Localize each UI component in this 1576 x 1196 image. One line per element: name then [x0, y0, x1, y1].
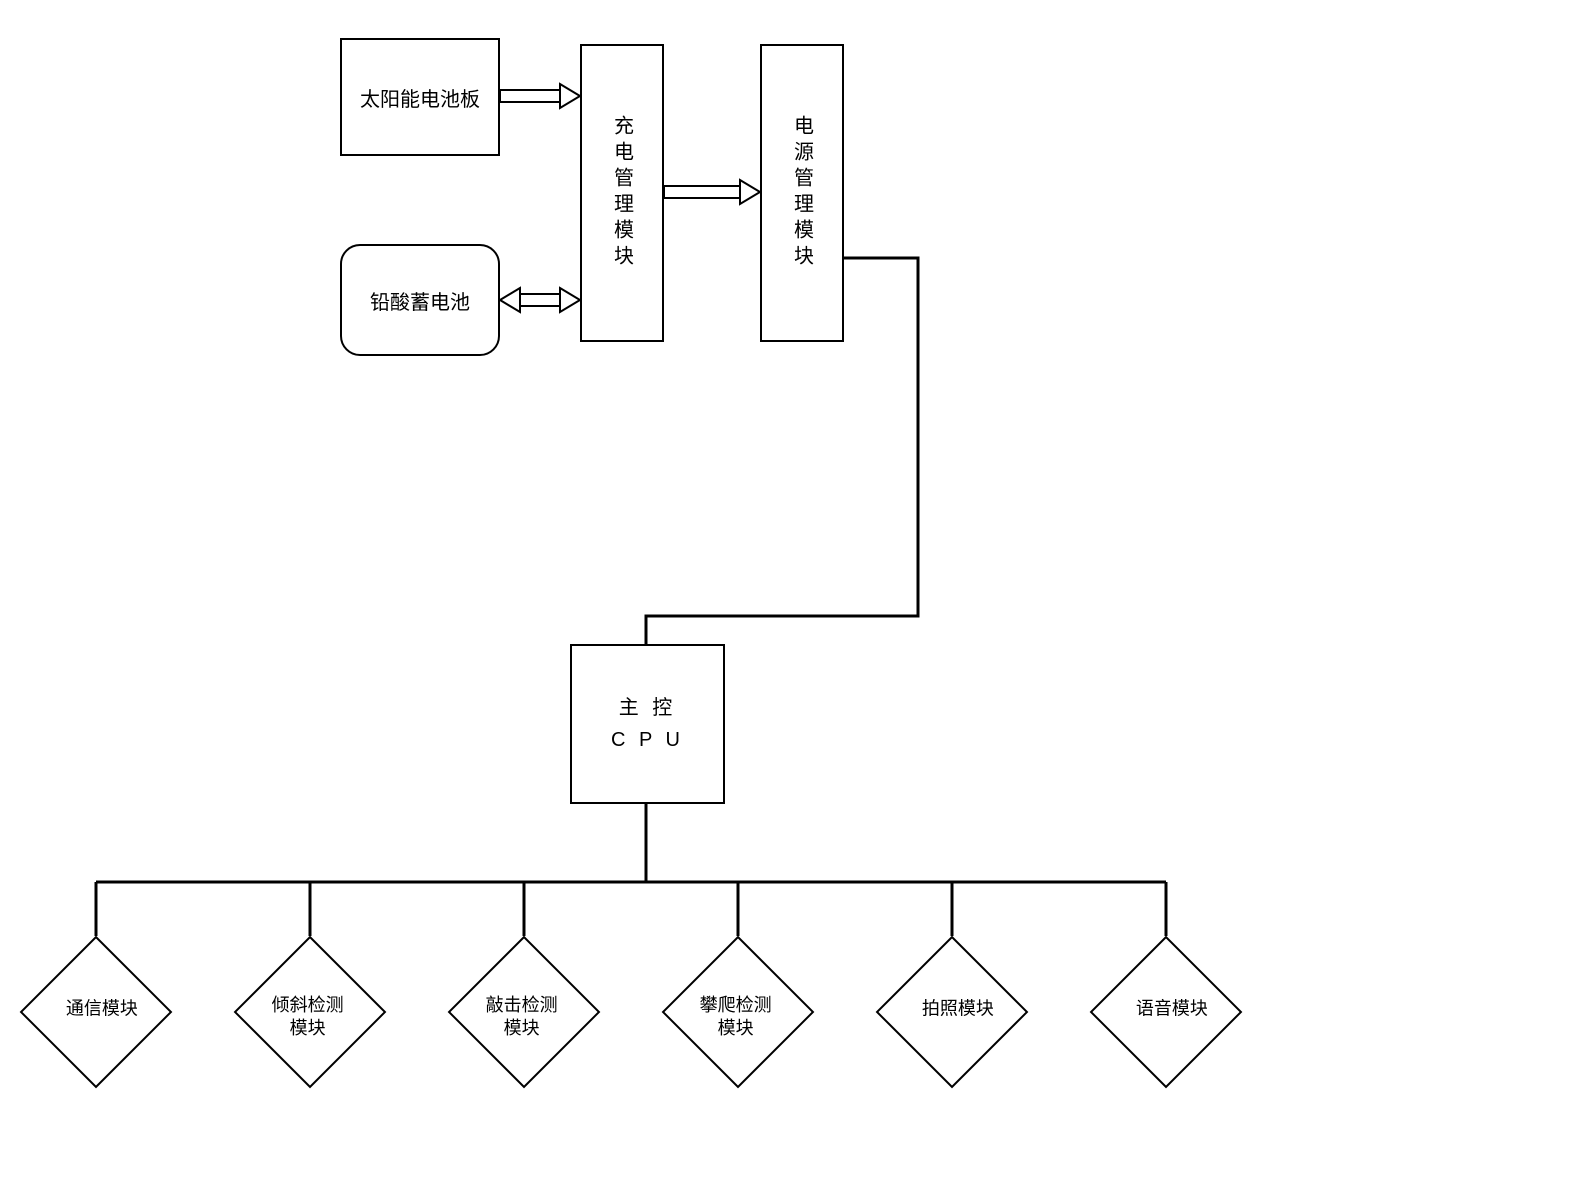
node-charge-label: 充电管理模块	[608, 115, 637, 271]
diamond-node: 倾斜检测 模块	[234, 936, 387, 1089]
node-cpu-label2: C P U	[611, 724, 684, 756]
diamond-node: 通信模块	[20, 936, 173, 1089]
node-charge-mgmt: 充电管理模块	[580, 44, 664, 342]
diamond-node: 攀爬检测 模块	[662, 936, 815, 1089]
diamond-node: 敲击检测 模块	[448, 936, 601, 1089]
bus-stubs	[96, 882, 1166, 936]
diamond-label: 语音模块	[1102, 997, 1242, 1020]
arrow-solar-to-charge	[500, 84, 580, 108]
diamond-node: 语音模块	[1090, 936, 1243, 1089]
diamond-node: 拍照模块	[876, 936, 1029, 1089]
node-cpu-label1: 主 控	[619, 692, 677, 724]
node-power-mgmt: 电源管理模块	[760, 44, 844, 342]
node-battery: 铅酸蓄电池	[340, 244, 500, 356]
diamond-label: 倾斜检测 模块	[238, 994, 378, 1041]
node-power-label: 电源管理模块	[788, 115, 817, 271]
diamond-label: 拍照模块	[888, 997, 1028, 1020]
arrow-charge-to-power	[664, 180, 760, 204]
node-battery-label: 铅酸蓄电池	[370, 286, 470, 315]
node-solar-label: 太阳能电池板	[360, 83, 480, 112]
diamond-label: 通信模块	[32, 997, 172, 1020]
node-cpu: 主 控 C P U	[570, 644, 725, 804]
diamond-label: 敲击检测 模块	[452, 994, 592, 1041]
diamond-label: 攀爬检测 模块	[666, 994, 806, 1041]
node-solar-panel: 太阳能电池板	[340, 38, 500, 156]
arrow-battery-to-charge	[500, 288, 580, 312]
